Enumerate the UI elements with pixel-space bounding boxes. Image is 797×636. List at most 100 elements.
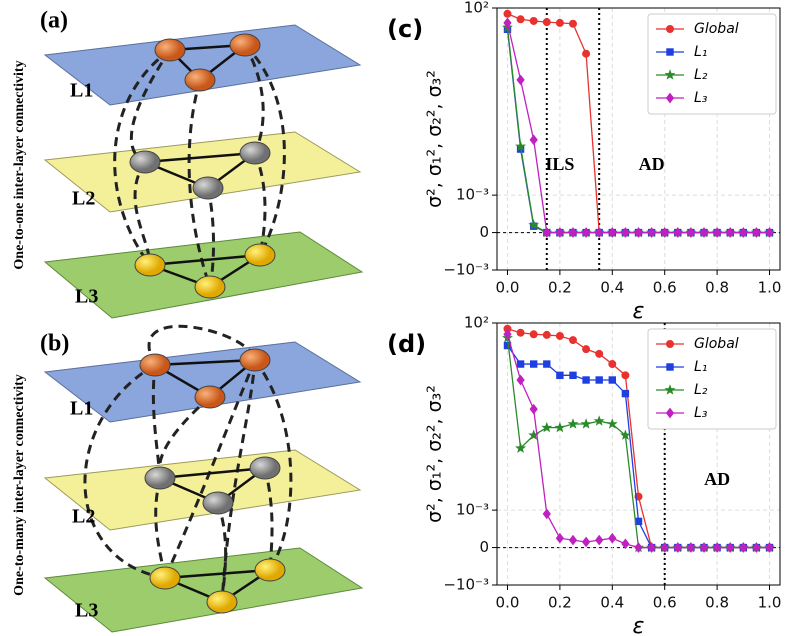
legend-marker — [664, 384, 676, 395]
marker — [726, 542, 735, 553]
layer-label: L1 — [70, 80, 93, 102]
marker — [555, 227, 565, 238]
marker — [582, 376, 590, 384]
x-tick-label: 0.8 — [705, 594, 729, 612]
marker — [634, 227, 643, 238]
y-tick-label: 10⁻³ — [456, 186, 489, 204]
panel-label: (a) — [40, 8, 68, 34]
x-axis-label: ε — [633, 299, 645, 324]
marker — [516, 74, 525, 86]
y-tick-label: −10⁻³ — [443, 261, 489, 279]
x-tick-label: 0.2 — [548, 279, 572, 297]
diagram-a: (a) L1 L2 L3 One-to-one inter-layer conn… — [12, 8, 364, 319]
marker — [752, 542, 761, 553]
layer-label: L3 — [75, 600, 98, 622]
y-axis-label: σ², σ₁², σ₂², σ₃² — [424, 70, 446, 208]
x-tick-label: 0.6 — [653, 594, 677, 612]
legend-marker — [665, 407, 675, 419]
marker — [568, 19, 577, 28]
legend-label: Global — [694, 336, 739, 352]
legend-label: L₂ — [694, 382, 708, 398]
side-label: One-to-many inter-layer connectivity — [12, 374, 27, 596]
marker — [529, 134, 538, 146]
x-tick-label: 0.6 — [653, 279, 677, 297]
plane — [43, 24, 362, 106]
marker — [556, 371, 564, 380]
marker — [516, 328, 525, 337]
marker — [647, 542, 656, 553]
marker — [595, 376, 603, 384]
layer-label: L2 — [72, 188, 95, 210]
x-axis-label: ε — [633, 614, 645, 636]
intra-links — [144, 43, 261, 289]
marker — [593, 415, 605, 426]
marker — [516, 360, 525, 368]
marker — [595, 227, 604, 238]
marker — [503, 17, 512, 29]
marker — [529, 360, 538, 368]
legend-marker — [664, 69, 676, 80]
marker — [529, 330, 538, 339]
marker — [503, 328, 512, 340]
marker — [516, 374, 525, 386]
marker — [595, 534, 604, 546]
legend-marker — [666, 25, 674, 33]
panel-label: (d) — [387, 330, 426, 358]
marker — [503, 9, 512, 18]
legend-box — [647, 13, 777, 115]
plane — [43, 341, 362, 423]
marker — [752, 227, 761, 238]
marker — [595, 349, 604, 358]
x-tick-label: 0.8 — [705, 279, 729, 297]
marker — [712, 227, 722, 238]
marker — [621, 538, 630, 550]
intra-links — [154, 358, 275, 604]
marker — [543, 360, 551, 368]
marker — [634, 542, 643, 553]
layer-label: L3 — [75, 286, 98, 308]
x-tick-label: 0.0 — [496, 279, 520, 297]
annotation: AD — [704, 469, 730, 489]
marker — [568, 534, 578, 546]
legend-label: L₁ — [694, 44, 707, 60]
marker — [555, 331, 564, 340]
legend-label: L₃ — [694, 405, 708, 421]
marker — [608, 532, 617, 544]
marker — [686, 542, 696, 553]
legend-label: L₁ — [694, 359, 707, 375]
legend-box — [647, 328, 777, 430]
nodes — [129, 33, 276, 299]
panel-label: (c) — [387, 15, 423, 43]
marker — [619, 429, 631, 440]
marker — [712, 542, 722, 553]
marker — [568, 336, 577, 345]
marker — [567, 418, 579, 429]
marker — [541, 421, 553, 433]
marker — [621, 371, 630, 380]
marker — [765, 542, 774, 553]
legend-marker — [665, 92, 675, 104]
annotation: ILS — [545, 154, 574, 174]
marker — [554, 421, 566, 433]
marker — [621, 389, 630, 398]
marker — [529, 16, 538, 25]
marker — [515, 140, 527, 152]
y-tick-label: 10² — [464, 314, 489, 332]
y-tick-label: −10⁻³ — [443, 576, 489, 594]
marker — [739, 227, 748, 238]
marker — [608, 227, 617, 238]
x-tick-label: 1.0 — [758, 279, 782, 297]
y-tick-label: 0 — [479, 223, 489, 241]
diagram-b: (b) L1 L2 L3 One-to-many inter-layer con… — [12, 324, 364, 633]
marker — [542, 227, 551, 238]
y-tick-label: 10² — [464, 0, 489, 17]
marker — [515, 442, 527, 453]
marker — [647, 227, 656, 238]
nodes — [139, 348, 286, 614]
marker — [606, 418, 618, 429]
marker — [581, 536, 591, 548]
marker — [699, 542, 709, 553]
marker — [686, 227, 696, 238]
plane — [43, 231, 364, 319]
plane — [43, 131, 362, 213]
